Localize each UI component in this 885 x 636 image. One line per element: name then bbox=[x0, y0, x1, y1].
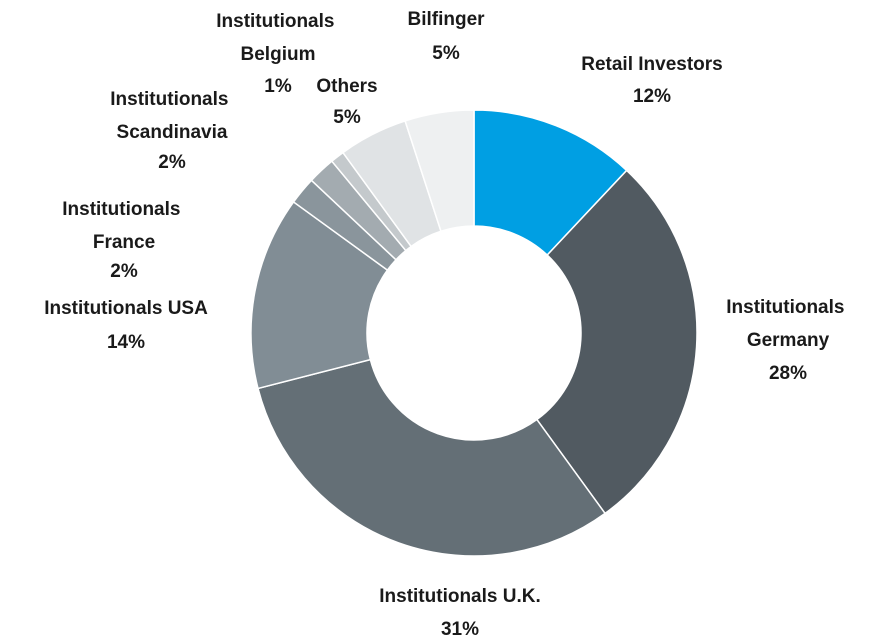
label-line: France bbox=[93, 232, 155, 253]
slice-label: Institutionals U.K. bbox=[379, 586, 541, 607]
label-line: Germany bbox=[747, 330, 830, 351]
value-label: 14% bbox=[107, 332, 145, 353]
label-line: Institutionals bbox=[216, 11, 340, 32]
value-label: 2% bbox=[110, 261, 138, 282]
slice-label: Bilfinger bbox=[407, 9, 485, 30]
label-line: Institutionals bbox=[62, 199, 186, 220]
slice-label: Institutionals Scandinavia bbox=[110, 89, 234, 143]
value-label: 12% bbox=[633, 86, 671, 107]
slice-label: Institutionals Germany bbox=[726, 297, 850, 351]
donut-slice bbox=[404, 109, 475, 233]
label-line: Belgium bbox=[241, 44, 316, 65]
slice-label: Institutionals Belgium bbox=[216, 11, 340, 65]
slice-label: Institutionals USA bbox=[44, 298, 208, 319]
value-label: 5% bbox=[432, 43, 460, 64]
value-label: 5% bbox=[333, 107, 361, 128]
label-line: Institutionals bbox=[726, 297, 850, 318]
value-label: 31% bbox=[441, 619, 479, 636]
label-line: Institutionals bbox=[110, 89, 234, 110]
donut-slice bbox=[250, 200, 389, 390]
value-label: 28% bbox=[769, 363, 807, 384]
value-label: 1% bbox=[264, 76, 292, 97]
value-label: 2% bbox=[158, 152, 186, 173]
slice-label: Others bbox=[316, 76, 377, 97]
label-line: Scandinavia bbox=[117, 122, 228, 143]
donut-slice bbox=[257, 358, 607, 557]
slice-label: Institutionals France bbox=[62, 199, 186, 253]
donut-slice bbox=[535, 169, 698, 515]
slice-label: Retail Investors bbox=[581, 54, 723, 75]
